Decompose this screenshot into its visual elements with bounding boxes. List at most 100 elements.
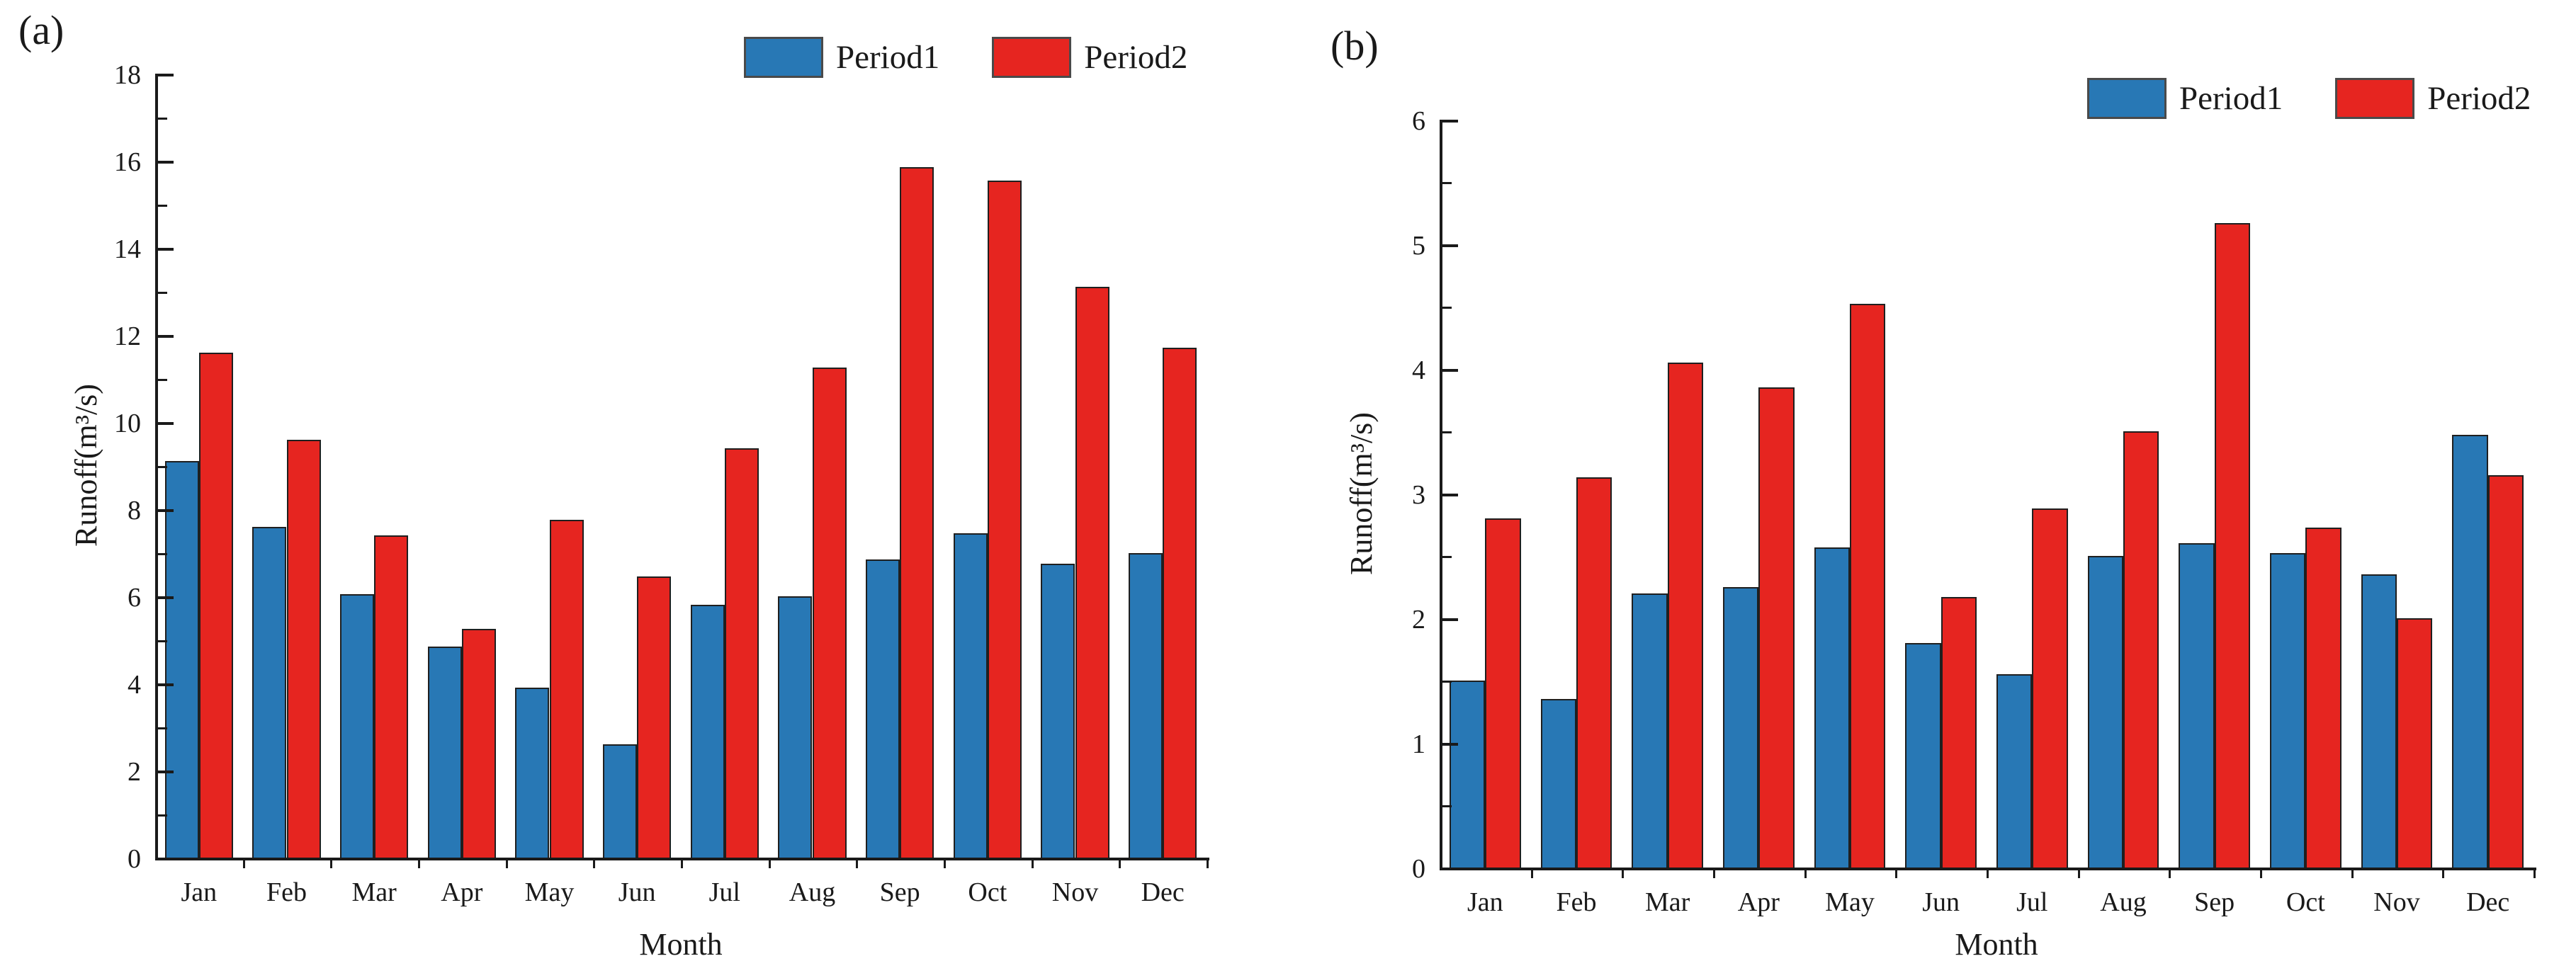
y-tick-label: 10 [114,409,141,438]
y-tick-label: 0 [1412,854,1425,884]
x-tick [856,860,859,868]
y-tick [158,858,174,860]
y-tick-label: 4 [1412,356,1425,385]
y-tick [158,771,174,773]
bar-period2 [1850,304,1886,868]
x-tick-label: Aug [789,877,836,907]
y-tick-label: 18 [114,60,141,90]
legend-label-period2: Period2 [1084,38,1188,76]
x-axis-line [155,858,1209,860]
y-tick-label: 16 [114,147,141,177]
y-tick [158,509,174,512]
y-tick [158,683,174,686]
y-tick-label: 1 [1412,729,1425,759]
legend-label-period2: Period2 [2427,79,2531,117]
x-tick [242,860,245,868]
y-tick [1442,743,1458,746]
bar-period2 [900,167,934,858]
x-tick-label: Jul [708,877,741,907]
x-tick [944,860,946,868]
y-tick [1442,494,1458,496]
bar-period2 [461,629,497,858]
bar-period1 [602,744,638,858]
panel-a-legend: Period1 Period2 [744,37,1187,78]
x-tick-label: May [1825,887,1875,917]
x-tick-label: Feb [266,877,307,907]
bar-period2 [812,368,847,858]
y-tick-label: 6 [1412,106,1425,136]
bar-period2 [2487,474,2524,868]
y-tick-label: 8 [128,496,141,525]
x-tick-label: Feb [1556,887,1597,917]
bar-period1 [515,688,550,858]
legend-item-period1: Period1 [744,37,939,78]
y-tick [1442,618,1458,621]
bar-period1 [2179,543,2215,868]
legend-item-period2: Period2 [992,37,1187,78]
y-minor-tick [1442,556,1452,558]
legend-item-period1: Period1 [2087,78,2283,119]
x-tick [2533,870,2536,878]
x-tick-label: May [524,877,575,907]
bar-period1 [252,526,287,858]
y-tick-label: 2 [128,757,141,787]
bar-period1 [778,596,813,858]
x-tick [1987,870,1989,878]
bar-period2 [1485,518,1521,868]
panel-b-plot-area: 0 1 2 3 4 5 6 Jan Feb Mar Apr May Jun Jul Aug Sep Oct Nov… [1288,0,2576,978]
x-tick-label: Mar [351,877,397,907]
bar-period2 [1667,363,1703,868]
legend-swatch-period1 [2087,78,2167,119]
bar-period2 [637,576,672,858]
y-tick [158,422,174,425]
x-tick [1622,870,1625,878]
x-tick [681,860,683,868]
y-minor-tick [158,727,167,729]
x-tick-label: Jul [2016,887,2048,917]
y-axis-line [155,74,158,860]
x-tick-label: Apr [441,877,483,907]
y-minor-tick [1442,182,1452,184]
bar-period1 [1540,699,1576,868]
bar-period1 [953,533,988,858]
y-minor-tick [158,552,167,555]
y-tick-label: 0 [128,844,141,874]
panel-b: (b) Runoff(m³/s) Month Period1 Period2 0… [1288,0,2576,978]
bar-period1 [1450,681,1486,868]
bar-period1 [2270,553,2306,868]
bar-period2 [1758,387,1795,868]
bar-period1 [2361,574,2397,868]
x-tick-label: Apr [1737,887,1780,917]
bar-period2 [2305,527,2341,868]
y-tick-label: 5 [1412,231,1425,261]
y-tick [158,74,174,76]
y-tick [158,161,174,164]
x-tick-label: Mar [1645,887,1690,917]
x-tick [2351,870,2354,878]
x-tick [2169,870,2171,878]
y-tick [158,335,174,338]
y-tick-label: 12 [114,322,141,351]
x-tick-label: Jan [1467,887,1503,917]
x-tick [1804,870,1807,878]
panel-a-x-axis-title: Month [639,927,723,962]
y-tick-label: 4 [128,670,141,700]
x-tick-label: Sep [2194,887,2235,917]
bar-period2 [2032,508,2068,868]
x-tick-label: Jan [181,877,218,907]
y-tick [1442,120,1458,123]
y-minor-tick [1442,805,1452,807]
bar-period2 [2214,223,2250,868]
x-tick [1119,860,1122,868]
y-minor-tick [1442,307,1452,309]
bar-period2 [286,439,321,858]
bar-period1 [1041,563,1075,858]
y-tick [1442,369,1458,372]
bar-period1 [2087,556,2123,868]
panel-b-letter: (b) [1331,23,1379,69]
bar-period2 [2123,431,2159,868]
y-minor-tick [1442,681,1452,683]
bar-period2 [1941,597,1977,868]
legend-swatch-period1 [744,37,823,78]
